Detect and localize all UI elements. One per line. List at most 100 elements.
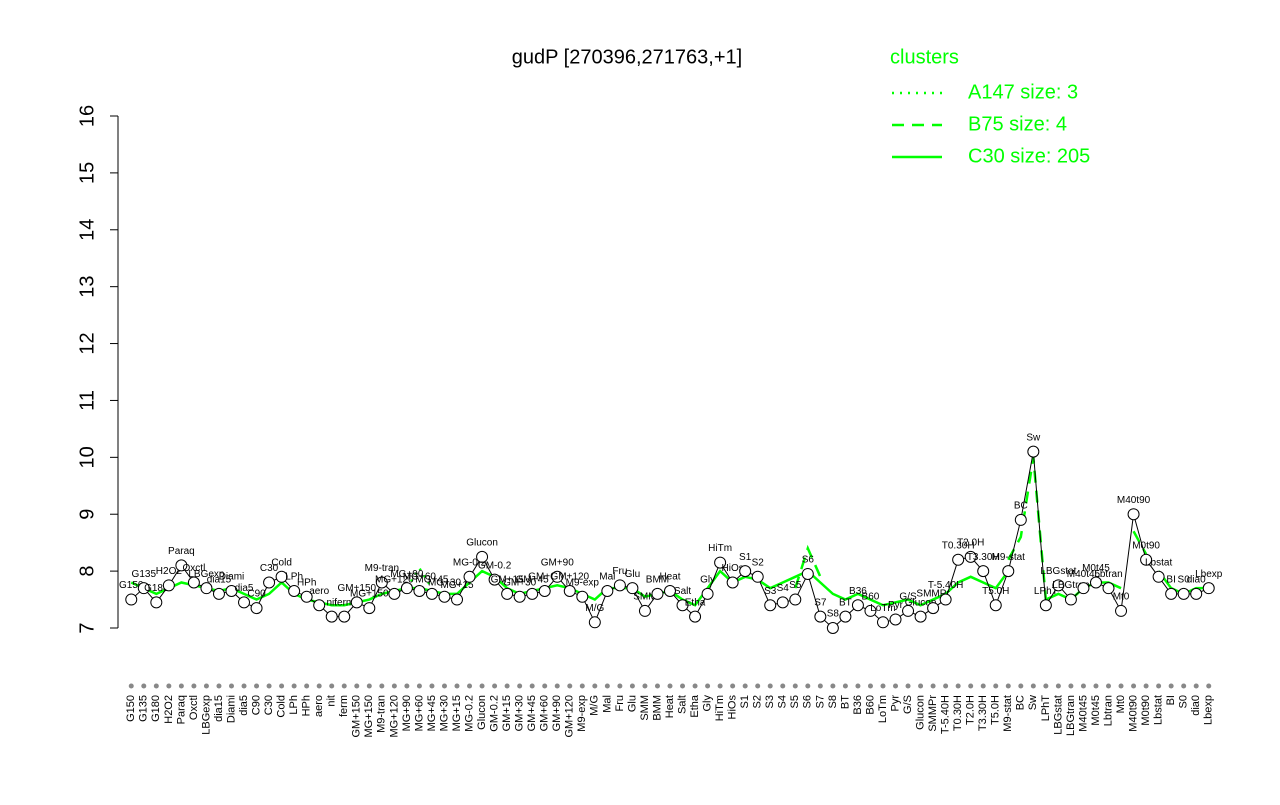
cluster-dot (529, 683, 535, 689)
x-tick-label: S1 (739, 695, 751, 708)
x-tick-label: S2 (752, 695, 764, 708)
cluster-dot (1156, 683, 1162, 689)
cluster-dot (767, 683, 773, 689)
x-tick-label: nit (326, 695, 338, 707)
x-tick-label: Gly (701, 695, 713, 712)
cluster-dot (1106, 683, 1112, 689)
point (350, 596, 363, 609)
cluster-dot (1043, 683, 1049, 689)
cluster-dot (329, 683, 335, 689)
point (1127, 508, 1140, 521)
x-tick-label: Salt (676, 695, 688, 714)
point-label: S6 (802, 555, 815, 566)
cluster-dot (604, 683, 610, 689)
y-tick-label: 8 (76, 566, 98, 577)
x-tick-label: Sw (1027, 695, 1039, 710)
point-label: Lbtran (1094, 569, 1122, 580)
x-tick-label: Mt0 (1115, 695, 1127, 713)
x-tick-label: B60 (864, 695, 876, 715)
point-label: T5.0H (982, 586, 1009, 597)
x-tick-label: GM+120 (564, 695, 576, 738)
point-label: M40t45 (1067, 569, 1101, 580)
cluster-dot (416, 683, 422, 689)
x-tick-label: HiOs (727, 695, 739, 720)
legend-title: clusters (890, 46, 959, 68)
point (651, 587, 664, 600)
x-tick-label: M0t45 (1090, 695, 1102, 726)
point (814, 610, 827, 623)
x-tick-label: LBGstat (1052, 695, 1064, 735)
point-label: GM+15 (491, 575, 525, 586)
point (463, 570, 476, 583)
cluster-dot (1143, 683, 1149, 689)
point-label: Lbstat (1145, 557, 1172, 568)
x-tick-label: BMM (651, 695, 663, 721)
cluster-dot (792, 683, 798, 689)
point-label: S0 (1178, 575, 1191, 586)
cluster-dot (730, 683, 736, 689)
x-tick-label: Glucon (476, 695, 488, 730)
cluster-dot (1030, 683, 1036, 689)
point (914, 610, 927, 623)
point-label: S3 (764, 586, 777, 597)
point (626, 582, 639, 595)
cluster-dot (755, 683, 761, 689)
x-tick-label: BI (1165, 695, 1177, 705)
point-label: GM+150 (337, 583, 376, 594)
point (1102, 582, 1115, 595)
point (125, 593, 138, 606)
x-tick-label: MG+45 (426, 695, 438, 731)
x-tick-label: G135 (138, 695, 150, 722)
x-tick-label: LBGtran (1065, 695, 1077, 736)
point (238, 596, 251, 609)
point (400, 582, 413, 595)
x-tick-label: dia15 (213, 695, 225, 722)
point-label: S8 (827, 609, 840, 620)
point (476, 550, 489, 563)
point (150, 596, 163, 609)
x-tick-label: MG+30 (438, 695, 450, 731)
cluster-dot (1193, 683, 1199, 689)
point-label: GM+90 (541, 557, 575, 568)
point (776, 596, 789, 609)
cluster-dot (479, 683, 485, 689)
point (212, 587, 225, 600)
point (801, 567, 814, 580)
cluster-dot (705, 683, 711, 689)
cluster-dot (993, 683, 999, 689)
point-label: GM-0.2 (478, 560, 512, 571)
point (137, 582, 150, 595)
point (263, 576, 276, 589)
x-tick-label: H2O2 (163, 695, 175, 724)
point (488, 573, 501, 586)
point (764, 599, 777, 612)
cluster-dot (1018, 683, 1024, 689)
point-label: SMM (633, 592, 656, 603)
y-tick-label: 10 (76, 446, 98, 468)
x-tick-label: C90 (250, 695, 262, 715)
point (876, 616, 889, 629)
point (288, 585, 301, 598)
x-tick-label: Lbtran (1102, 695, 1114, 726)
point (1052, 579, 1065, 592)
cluster-dot (441, 683, 447, 689)
x-tick-label: C30 (263, 695, 275, 715)
point-label: Fru (612, 566, 627, 577)
point (413, 585, 426, 598)
cluster-dot (830, 683, 836, 689)
point-label: S1 (739, 552, 752, 563)
x-tick-label: LoTm (877, 695, 889, 723)
x-tick-label: Glucon (914, 695, 926, 730)
x-tick-label: M40t45 (1077, 695, 1089, 732)
point-label: Salt (674, 586, 691, 597)
cluster-dot (404, 683, 410, 689)
cluster-dot (1131, 683, 1137, 689)
cluster-dot (517, 683, 523, 689)
point-label: T2.0H (957, 538, 984, 549)
x-tick-label: SMMPr (927, 695, 939, 732)
x-tick-label: GM-0.2 (489, 695, 501, 732)
cluster-dot (166, 683, 172, 689)
point (576, 590, 589, 603)
point (613, 579, 626, 592)
cluster-dot (592, 683, 598, 689)
